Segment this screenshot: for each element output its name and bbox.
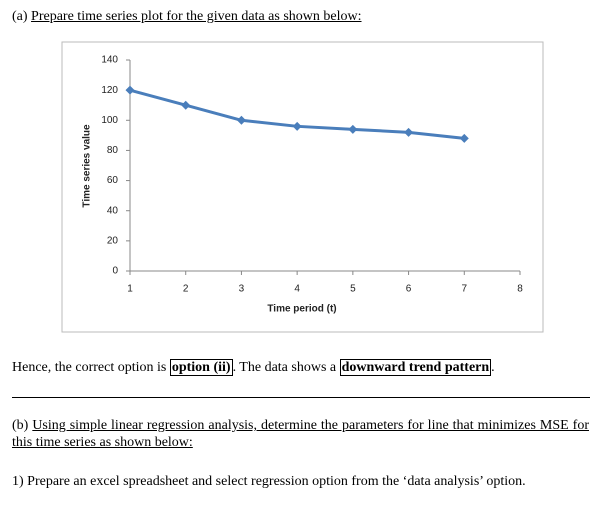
part-label: (b) bbox=[12, 418, 29, 433]
data-point bbox=[348, 124, 358, 134]
x-tick-label: 3 bbox=[239, 284, 245, 295]
part-label: (a) bbox=[12, 9, 28, 24]
y-tick-label: 140 bbox=[101, 55, 118, 66]
data-point bbox=[459, 133, 469, 143]
y-tick-label: 80 bbox=[107, 145, 119, 156]
x-tick-label: 7 bbox=[462, 284, 468, 295]
x-tick-label: 4 bbox=[294, 284, 300, 295]
y-tick-label: 40 bbox=[107, 205, 119, 216]
data-point bbox=[292, 121, 302, 131]
y-tick-label: 120 bbox=[101, 85, 118, 96]
chart-frame bbox=[61, 41, 544, 333]
x-tick-label: 8 bbox=[517, 284, 523, 295]
text: . The data shows a bbox=[232, 360, 337, 375]
divider bbox=[12, 397, 590, 398]
data-point bbox=[181, 100, 191, 110]
x-tick-label: 1 bbox=[127, 284, 133, 295]
part-text: Prepare time series plot for the given d… bbox=[31, 9, 362, 24]
x-tick-label: 6 bbox=[406, 284, 412, 295]
y-axis-title: Time series value bbox=[82, 124, 93, 208]
step: 1) Prepare an excel spreadsheet and sele… bbox=[12, 474, 526, 489]
data-point bbox=[236, 115, 246, 125]
part-b: (b) Using simple linear regression analy… bbox=[12, 417, 589, 451]
y-tick-label: 100 bbox=[101, 115, 118, 126]
x-tick-label: 2 bbox=[183, 284, 189, 295]
text: . bbox=[491, 360, 495, 375]
x-axis-title: Time period (t) bbox=[267, 304, 336, 315]
answer-pattern: downward trend pattern bbox=[339, 359, 492, 376]
conclusion: Hence, the correct option is option (ii)… bbox=[12, 359, 495, 376]
answer-option: option (ii) bbox=[169, 359, 233, 376]
text: Hence, the correct option is bbox=[12, 360, 167, 375]
y-tick-label: 60 bbox=[107, 175, 119, 186]
y-tick-label: 20 bbox=[107, 235, 119, 246]
chart: Time period (t) Time series value 0 20 40 6… bbox=[61, 41, 544, 333]
part-a: (a) Prepare time series plot for the giv… bbox=[12, 8, 362, 25]
data-point bbox=[125, 85, 135, 95]
y-tick-label: 0 bbox=[112, 266, 118, 277]
data-point bbox=[404, 127, 414, 137]
x-tick-label: 5 bbox=[350, 284, 356, 295]
part-text: Using simple linear regression analysis,… bbox=[12, 418, 589, 450]
